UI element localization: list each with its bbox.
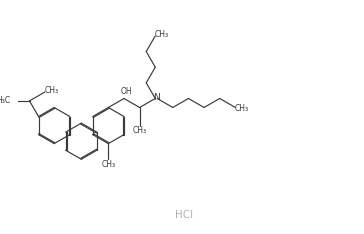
Text: HCl: HCl — [175, 210, 193, 220]
Text: CH₃: CH₃ — [101, 160, 115, 169]
Text: CH₃: CH₃ — [155, 30, 169, 40]
Text: CH₃: CH₃ — [132, 126, 147, 135]
Text: CH₃: CH₃ — [235, 104, 249, 113]
Text: CH₃: CH₃ — [45, 86, 59, 95]
Text: H₃C: H₃C — [0, 96, 11, 105]
Text: OH: OH — [120, 87, 132, 96]
Text: N: N — [153, 93, 159, 102]
